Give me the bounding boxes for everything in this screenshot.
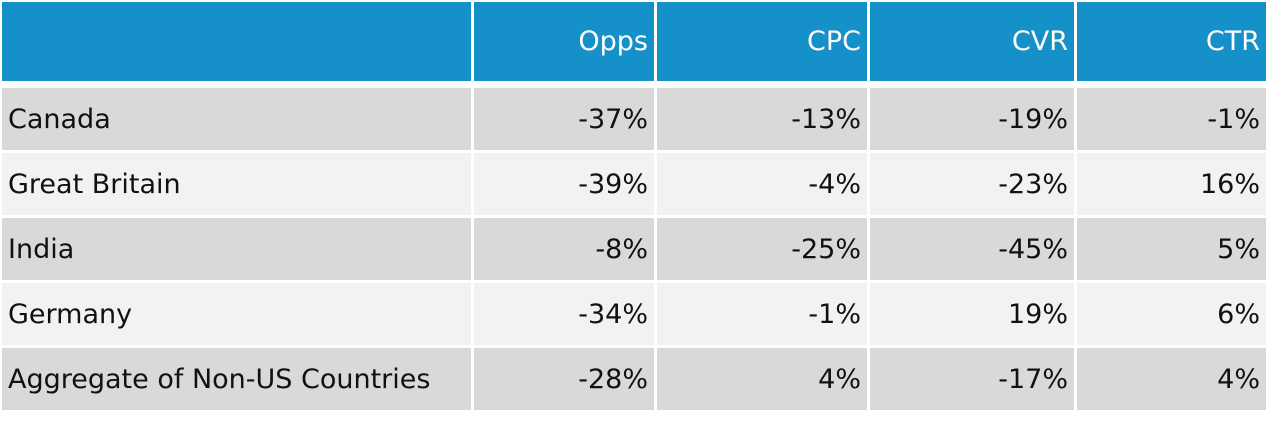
opps-cell: -37%	[474, 88, 657, 153]
ctr-cell: 4%	[1077, 348, 1266, 413]
cpc-cell: -4%	[657, 153, 870, 218]
spacer-cell	[870, 84, 1077, 88]
header-country	[2, 2, 474, 84]
table-header-row: Opps CPC CVR CTR	[2, 2, 1266, 84]
country-cell: Aggregate of Non-US Countries	[2, 348, 474, 413]
table-row: Canada -37% -13% -19% -1%	[2, 88, 1266, 153]
table-row: Aggregate of Non-US Countries -28% 4% -1…	[2, 348, 1266, 413]
header-cvr: CVR	[870, 2, 1077, 84]
opps-cell: -8%	[474, 218, 657, 283]
ctr-cell: -1%	[1077, 88, 1266, 153]
cpc-cell: -13%	[657, 88, 870, 153]
cpc-cell: -25%	[657, 218, 870, 283]
cvr-cell: -45%	[870, 218, 1077, 283]
opps-cell: -34%	[474, 283, 657, 348]
spacer-cell	[657, 84, 870, 88]
header-ctr: CTR	[1077, 2, 1266, 84]
spacer-cell	[1077, 84, 1266, 88]
ctr-cell: 16%	[1077, 153, 1266, 218]
header-spacer	[2, 84, 1266, 88]
opps-cell: -28%	[474, 348, 657, 413]
table-row: Great Britain -39% -4% -23% 16%	[2, 153, 1266, 218]
cvr-cell: -23%	[870, 153, 1077, 218]
cvr-cell: -17%	[870, 348, 1077, 413]
cpc-cell: -1%	[657, 283, 870, 348]
header-cpc: CPC	[657, 2, 870, 84]
spacer-cell	[474, 84, 657, 88]
header-opps: Opps	[474, 2, 657, 84]
cpc-cell: 4%	[657, 348, 870, 413]
table-row: India -8% -25% -45% 5%	[2, 218, 1266, 283]
table-row: Germany -34% -1% 19% 6%	[2, 283, 1266, 348]
country-cell: India	[2, 218, 474, 283]
country-cell: Canada	[2, 88, 474, 153]
ctr-cell: 6%	[1077, 283, 1266, 348]
opps-cell: -39%	[474, 153, 657, 218]
cvr-cell: -19%	[870, 88, 1077, 153]
country-cell: Germany	[2, 283, 474, 348]
metrics-table: Opps CPC CVR CTR Canada -37% -13% -19% -…	[2, 2, 1266, 413]
spacer-cell	[2, 84, 474, 88]
ctr-cell: 5%	[1077, 218, 1266, 283]
country-cell: Great Britain	[2, 153, 474, 218]
cvr-cell: 19%	[870, 283, 1077, 348]
